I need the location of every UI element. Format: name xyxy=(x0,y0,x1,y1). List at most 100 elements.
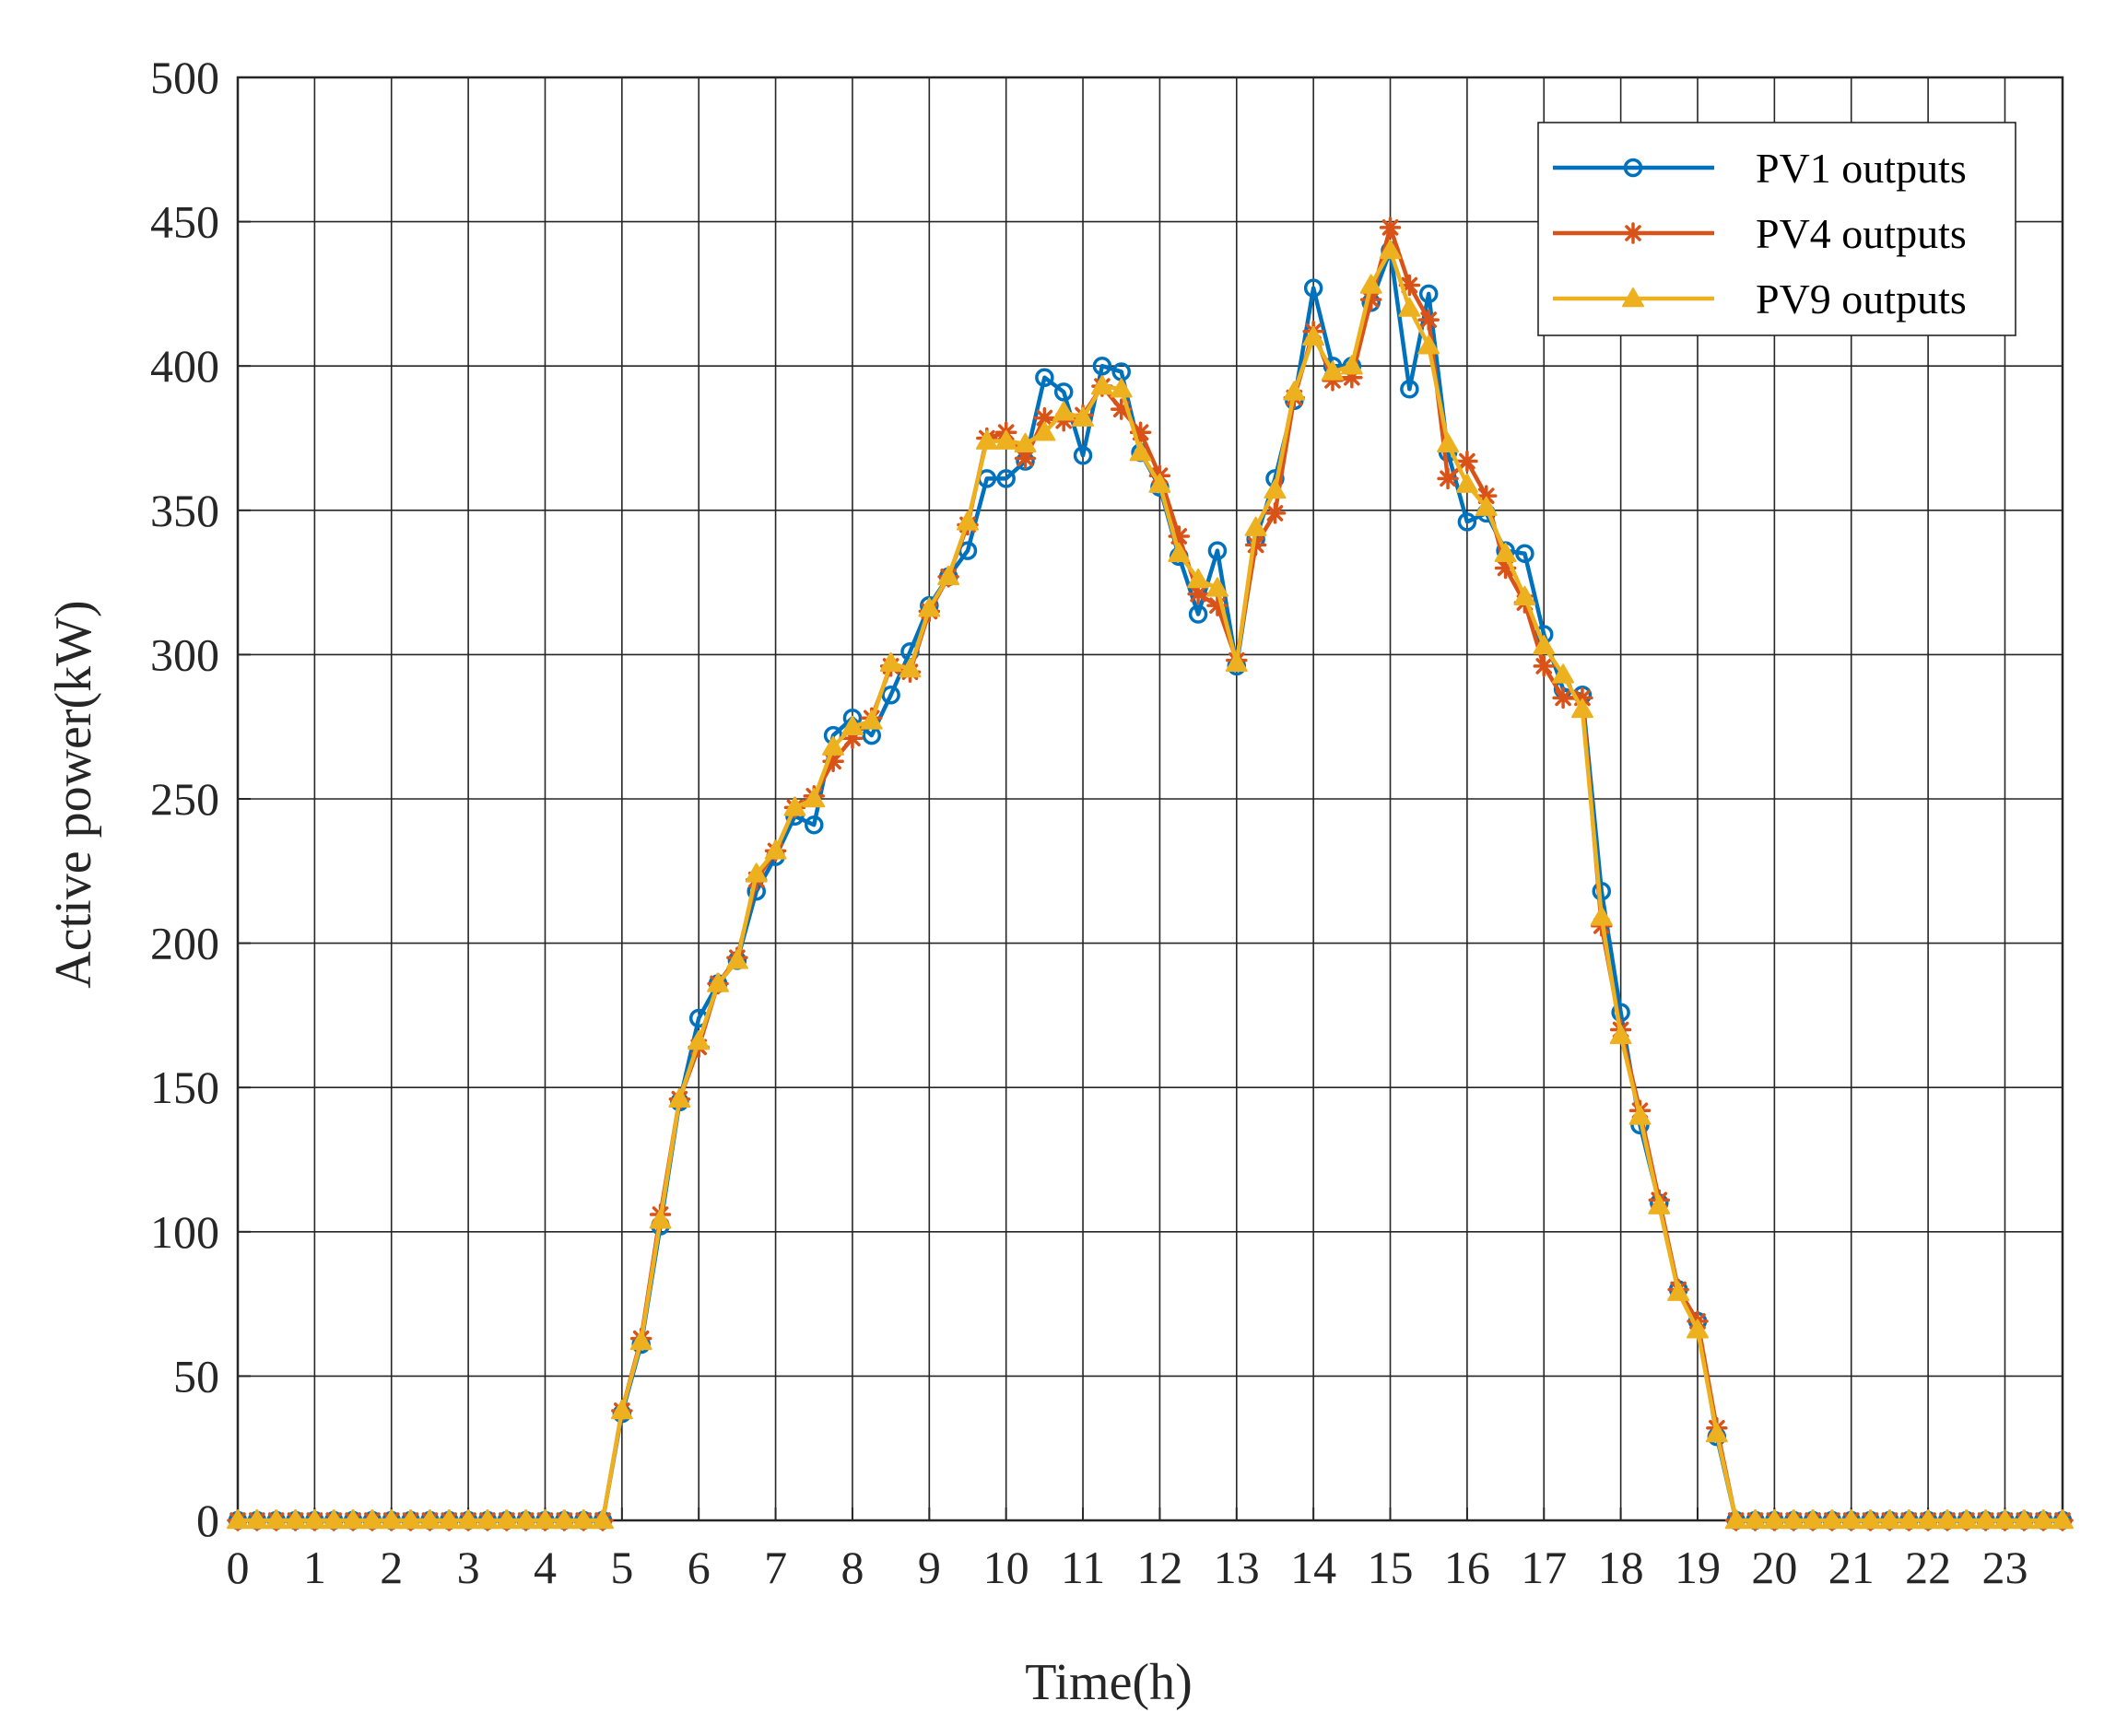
data-point-pv9-outputs xyxy=(975,429,998,450)
x-tick-label: 8 xyxy=(841,1542,864,1593)
data-point-pv1-outputs xyxy=(1053,382,1074,402)
data-point-pv9-outputs xyxy=(629,1330,652,1351)
data-point-pv4-outputs xyxy=(1437,467,1459,490)
data-point-pv1-outputs xyxy=(1092,356,1112,376)
x-tick-label: 23 xyxy=(1981,1542,2028,1593)
data-point-pv4-outputs xyxy=(1244,534,1267,557)
data-point-pv9-outputs xyxy=(783,796,806,816)
data-point-pv1-outputs xyxy=(1400,380,1419,399)
data-point-pv9-outputs xyxy=(688,1030,711,1050)
data-point-pv9-outputs xyxy=(2013,1509,2036,1530)
data-point-pv4-outputs xyxy=(1475,485,1498,507)
data-point-pv9-outputs xyxy=(1935,1509,1958,1530)
data-point-pv9-outputs xyxy=(1744,1509,1767,1530)
data-point-pv9-outputs xyxy=(1359,274,1382,294)
data-point-pv9-outputs xyxy=(418,1509,441,1530)
data-point-pv1-outputs xyxy=(1207,541,1228,560)
data-point-pv9-outputs xyxy=(1609,1024,1632,1045)
legend: PV1 outputs PV4 outputs PV9 outputs xyxy=(1537,122,2016,336)
data-point-pv4-outputs xyxy=(1033,406,1056,429)
data-point-pv9-outputs xyxy=(1820,1509,1843,1530)
legend-label: PV9 outputs xyxy=(1756,276,1967,323)
y-tick-label: 200 xyxy=(150,918,219,969)
data-point-pv4-outputs xyxy=(1456,450,1478,473)
data-point-pv9-outputs xyxy=(1802,1509,1825,1530)
data-point-pv1-outputs xyxy=(1035,368,1054,387)
data-point-pv1-outputs xyxy=(805,815,824,835)
x-tick-label: 4 xyxy=(534,1542,557,1593)
data-point-pv9-outputs xyxy=(1782,1509,1805,1530)
data-point-pv4-outputs xyxy=(1014,447,1037,470)
y-axis-label: Active power(kW) xyxy=(45,600,102,988)
data-point-pv9-outputs xyxy=(899,658,922,678)
data-point-pv9-outputs xyxy=(1494,542,1517,563)
data-point-pv4-outputs xyxy=(1322,369,1344,392)
data-point-pv9-outputs xyxy=(957,510,979,531)
data-point-pv9-outputs xyxy=(1052,401,1076,421)
data-point-pv9-outputs xyxy=(879,651,902,673)
data-point-pv9-outputs xyxy=(1110,378,1133,398)
data-point-pv9-outputs xyxy=(1687,1319,1709,1339)
data-point-pv9-outputs xyxy=(822,735,845,756)
data-point-pv9-outputs xyxy=(1878,1509,1901,1530)
data-point-pv4-outputs xyxy=(1379,217,1402,239)
data-point-pv4-outputs xyxy=(1110,398,1133,420)
data-point-pv9-outputs xyxy=(725,949,748,969)
x-tick-label: 21 xyxy=(1828,1542,1875,1593)
data-point-pv9-outputs xyxy=(1205,577,1228,597)
y-tick-label: 100 xyxy=(150,1206,219,1258)
data-point-pv9-outputs xyxy=(534,1509,557,1530)
y-tick-label: 0 xyxy=(196,1495,219,1546)
data-point-pv4-outputs xyxy=(1417,309,1440,331)
legend-label: PV1 outputs xyxy=(1756,145,1967,192)
data-point-pv9-outputs xyxy=(1225,651,1248,673)
data-point-pv9-outputs xyxy=(1955,1509,1978,1530)
data-point-pv1-outputs xyxy=(1457,512,1477,532)
data-point-pv9-outputs xyxy=(1455,473,1478,493)
x-tick-label: 9 xyxy=(918,1542,941,1593)
data-point-pv1-outputs xyxy=(1188,604,1208,624)
legend-item-pv9-outputs: PV9 outputs xyxy=(1553,276,1967,323)
data-point-pv1-outputs xyxy=(1515,544,1534,564)
data-point-pv9-outputs xyxy=(572,1509,595,1530)
data-point-pv9-outputs xyxy=(323,1509,346,1530)
x-tick-label: 18 xyxy=(1598,1542,1644,1593)
y-tick-label: 450 xyxy=(150,196,219,248)
series-pv9-outputs xyxy=(227,239,2074,1530)
data-point-pv9-outputs xyxy=(1148,473,1171,493)
data-point-pv9-outputs xyxy=(937,565,960,586)
data-point-pv9-outputs xyxy=(1340,355,1363,375)
data-point-pv9-outputs xyxy=(1129,441,1152,462)
legend-swatch-marker xyxy=(1623,158,1643,178)
data-point-pv9-outputs xyxy=(1264,478,1287,499)
data-point-pv9-outputs xyxy=(1552,663,1575,684)
x-tick-label: 10 xyxy=(983,1542,1029,1593)
legend-item-pv1-outputs: PV1 outputs xyxy=(1553,145,1967,192)
data-point-pv4-outputs xyxy=(1206,594,1228,616)
data-point-pv9-outputs xyxy=(438,1509,461,1530)
x-tick-label: 1 xyxy=(303,1542,326,1593)
x-tick-label: 2 xyxy=(380,1542,403,1593)
data-point-pv9-outputs xyxy=(1859,1509,1882,1530)
data-point-pv9-outputs xyxy=(1974,1509,1997,1530)
data-point-pv9-outputs xyxy=(342,1509,365,1530)
data-point-pv9-outputs xyxy=(707,972,730,992)
data-point-pv9-outputs xyxy=(1475,496,1498,516)
data-point-pv9-outputs xyxy=(649,1209,672,1229)
data-point-pv4-outputs xyxy=(1398,274,1421,297)
data-point-pv9-outputs xyxy=(764,839,787,860)
data-point-pv9-outputs xyxy=(1437,432,1460,453)
legend-item-pv4-outputs: PV4 outputs xyxy=(1553,210,1967,257)
data-point-pv1-outputs xyxy=(1418,284,1439,304)
data-point-pv1-outputs xyxy=(881,685,900,705)
data-point-pv9-outputs xyxy=(745,862,768,883)
data-point-pv9-outputs xyxy=(1705,1423,1728,1443)
data-point-pv9-outputs xyxy=(227,1509,249,1530)
data-point-pv9-outputs xyxy=(1244,516,1267,536)
legend-swatch-marker xyxy=(1622,287,1644,308)
x-tick-label: 15 xyxy=(1368,1542,1414,1593)
data-point-pv9-outputs xyxy=(1898,1509,1921,1530)
data-point-pv9-outputs xyxy=(1993,1509,2016,1530)
y-axis-ticks: 0 50 100 150 200 250 300 350 400 450 500 xyxy=(150,52,251,1546)
